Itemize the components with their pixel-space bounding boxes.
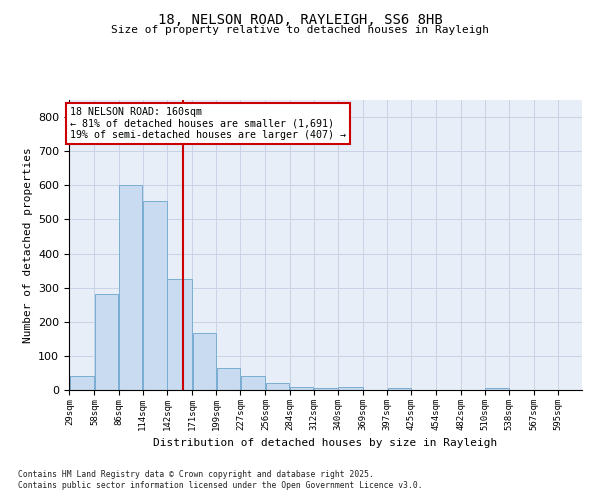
Bar	[241, 376, 265, 390]
Bar	[338, 388, 362, 390]
Bar	[485, 388, 509, 390]
Y-axis label: Number of detached properties: Number of detached properties	[23, 147, 32, 343]
Bar	[290, 386, 313, 390]
Bar	[95, 294, 118, 390]
Text: 18 NELSON ROAD: 160sqm
← 81% of detached houses are smaller (1,691)
19% of semi-: 18 NELSON ROAD: 160sqm ← 81% of detached…	[70, 107, 346, 140]
Text: 18, NELSON ROAD, RAYLEIGH, SS6 8HB: 18, NELSON ROAD, RAYLEIGH, SS6 8HB	[158, 12, 442, 26]
Bar	[193, 332, 216, 390]
Bar	[388, 388, 411, 390]
Bar	[314, 388, 338, 390]
Bar	[119, 186, 142, 390]
Text: Size of property relative to detached houses in Rayleigh: Size of property relative to detached ho…	[111, 25, 489, 35]
Bar	[266, 383, 289, 390]
Bar	[143, 200, 167, 390]
Bar	[167, 279, 191, 390]
Text: Contains HM Land Registry data © Crown copyright and database right 2025.: Contains HM Land Registry data © Crown c…	[18, 470, 374, 479]
X-axis label: Distribution of detached houses by size in Rayleigh: Distribution of detached houses by size …	[154, 438, 497, 448]
Bar	[217, 368, 240, 390]
Bar	[70, 376, 94, 390]
Text: Contains public sector information licensed under the Open Government Licence v3: Contains public sector information licen…	[18, 481, 422, 490]
